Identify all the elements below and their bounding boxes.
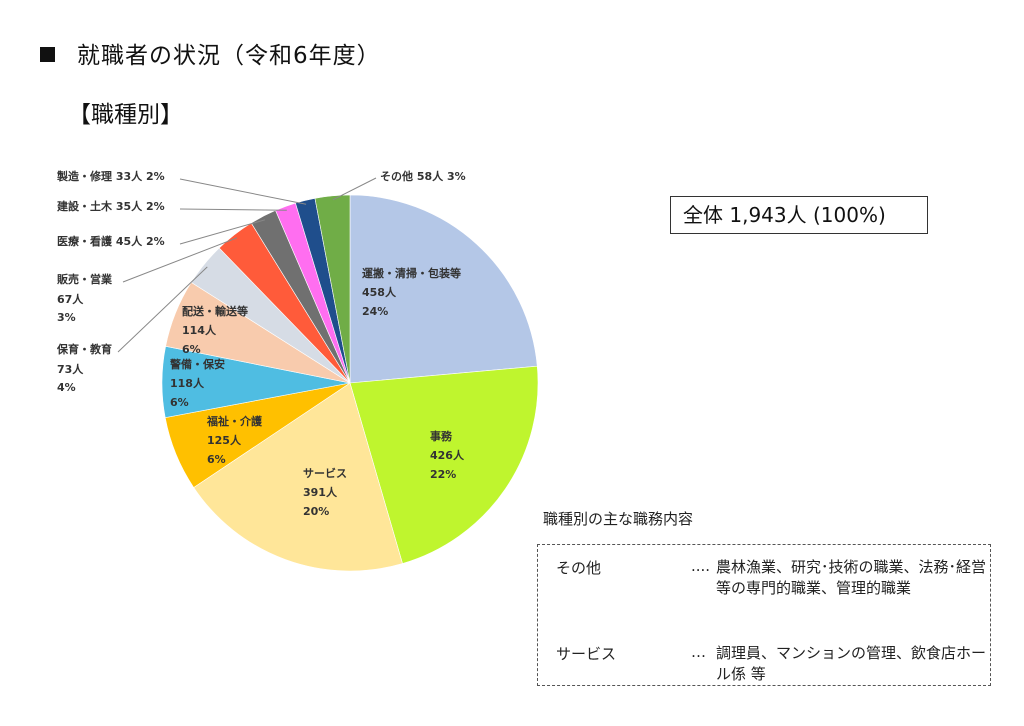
square-bullet-icon [40, 47, 55, 62]
slice-label-count: 118人 [170, 376, 205, 390]
duties-title: 職種別の主な職務内容 [543, 510, 694, 528]
slice-label-name: 製造・修理 33人 2% [56, 169, 165, 183]
leader-line [122, 237, 238, 283]
slice-label-pct: 6% [170, 396, 189, 409]
pie-slice-1 [349, 194, 538, 384]
slice-label-name: 運搬・清掃・包装等 [362, 266, 461, 280]
leader-line [179, 219, 266, 245]
slice-label-name: その他 58人 3% [380, 169, 466, 183]
slice-label-count: 458人 [362, 285, 397, 299]
pie-slice-12 [314, 194, 351, 384]
page-title-text: 就職者の状況（令和6年度） [77, 43, 381, 69]
pie-slice-3 [193, 382, 403, 572]
pie-slice-2 [349, 365, 539, 564]
slice-label-pct: 24% [362, 305, 388, 318]
slice-label-name: 福祉・介護 [206, 414, 263, 428]
slice-label-count: 391人 [303, 485, 338, 499]
leader-line [179, 178, 307, 205]
total-label: 全体 1,943人 (100%) [670, 196, 928, 234]
page-title: 就職者の状況（令和6年度） [40, 36, 381, 70]
slice-label-pct: 22% [430, 468, 456, 481]
leader-line [117, 266, 208, 353]
slice-label-pct: 6% [182, 343, 201, 356]
leader-line [179, 208, 287, 211]
slice-label-name: 事務 [430, 429, 453, 443]
slice-label-count: 67人 [57, 292, 84, 306]
slice-label-count: 114人 [182, 323, 217, 337]
slice-label-count: 125人 [207, 433, 242, 447]
slice-label-count: 426人 [430, 448, 465, 462]
slice-label-name: 保育・教育 [56, 342, 112, 356]
slice-label-name: 建設・土木 35人 2% [57, 199, 165, 213]
duty-description: 調理員、マンションの管理、飲食店ホール係 等 [716, 644, 987, 683]
duty-dots: … [691, 643, 706, 661]
slice-label-name: 配送・輸送等 [182, 304, 248, 318]
slice-label-count: 73人 [57, 362, 84, 376]
duty-term: その他 [556, 559, 602, 577]
duty-term: サービス [556, 645, 617, 663]
slice-label-pct: 20% [303, 505, 329, 518]
duties-box: その他 .... 農林漁業、研究･技術の職業、法務･経営等の専門的職業、管理的職… [537, 544, 991, 686]
slice-label-name: サービス [303, 466, 347, 480]
slice-label-pct: 6% [207, 453, 226, 466]
slice-label-name: 医療・看護 45人 2% [57, 234, 165, 248]
section-subtitle: 【職種別】 [68, 102, 183, 128]
leader-line [332, 177, 377, 201]
slice-label-pct: 4% [57, 381, 76, 394]
slice-label-pct: 3% [57, 311, 76, 324]
duty-description: 農林漁業、研究･技術の職業、法務･経営等の専門的職業、管理的職業 [716, 558, 987, 597]
slice-label-name: 販売・営業 [57, 272, 113, 286]
duty-dots: .... [691, 557, 711, 575]
slice-label-name: 警備・保安 [169, 357, 225, 371]
